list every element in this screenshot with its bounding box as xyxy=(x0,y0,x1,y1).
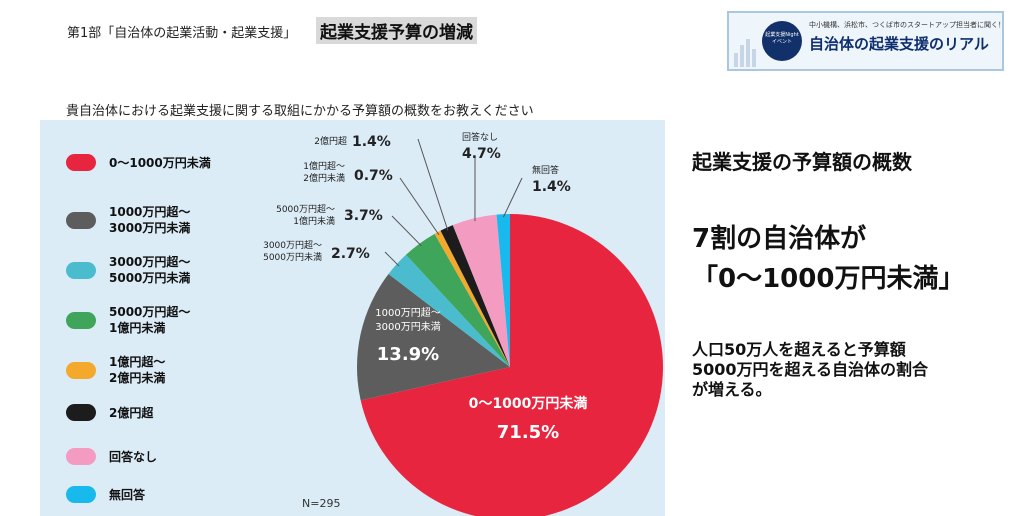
pie-slice xyxy=(452,214,510,367)
leader-line xyxy=(391,215,422,247)
chart-question: 貴自治体における起業支援に関する取組にかかる予算額の概数をお教えください xyxy=(66,104,534,119)
side-heading: 起業支援の予算額の概数 xyxy=(692,150,912,174)
banner-subtitle: 中小機構、浜松市、つくば市のスタートアップ担当者に聞く！ xyxy=(809,21,1005,29)
event-badge: 起業支援Night イベント xyxy=(762,21,802,61)
page-title: 起業支援予算の増減 xyxy=(316,17,477,44)
leader-line xyxy=(417,138,449,231)
legend-item: 2億円超 xyxy=(66,404,153,421)
legend-swatch xyxy=(66,311,96,329)
legend-label: 1億円超～ 2億円未満 xyxy=(109,355,166,385)
slice-value-label: 71.5% xyxy=(497,422,559,443)
legend-item: 無回答 xyxy=(66,486,145,503)
legend-label: 無回答 xyxy=(109,487,146,502)
leader-line xyxy=(384,251,400,267)
slice-label: 無回答 xyxy=(532,164,559,176)
slice-value-label: 0.7% xyxy=(354,168,393,184)
slice-label: 1億円超～ xyxy=(303,160,345,172)
legend-item: 5000万円超～ 1億円未満 xyxy=(66,304,190,336)
legend-swatch xyxy=(66,211,96,229)
slice-value-label: 1.4% xyxy=(532,179,571,195)
slice-label: 回答なし xyxy=(462,131,498,143)
pie-slice xyxy=(388,254,510,367)
slice-label: 2億円未満 xyxy=(303,172,345,184)
pie-slice xyxy=(360,214,663,516)
leader-line xyxy=(399,177,440,236)
header-subtitle: 第1部「自治体の起業活動・起業支援」 xyxy=(67,26,297,41)
legend-swatch xyxy=(66,448,96,465)
slice-label: 5000万円未満 xyxy=(263,251,322,263)
banner-title: 自治体の起業支援のリアル xyxy=(809,35,989,53)
pie-slice xyxy=(405,233,510,367)
legend-label: 2億円超 xyxy=(109,405,154,420)
slice-label: 2億円超 xyxy=(314,135,347,147)
legend-label: 1000万円超～ 3000万円未満 xyxy=(109,205,191,235)
legend-swatch xyxy=(66,261,96,279)
slice-label: 5000万円超～ xyxy=(276,203,335,215)
side-highlight-line-1: 7割の自治体が xyxy=(692,224,867,254)
legend-item: 1億円超～ 2億円未満 xyxy=(66,354,165,386)
legend-swatch xyxy=(66,154,96,171)
slice-value-label: 3.7% xyxy=(344,208,383,224)
legend-swatch xyxy=(66,404,96,421)
pie-slice xyxy=(496,214,510,367)
legend-swatch xyxy=(66,361,96,379)
pie-slice xyxy=(440,225,510,367)
legend-swatch xyxy=(66,486,96,503)
legend-item: 3000万円超～ 5000万円未満 xyxy=(66,254,190,286)
legend-item: 0～1000万円未満 xyxy=(66,154,211,171)
chart-panel: 0～1000万円未満 1000万円超～ 3000万円未満 3000万円超～ 5000… xyxy=(40,120,665,516)
pie-chart: 0～1000万円未満 71.5% 1000万円超～ 3000万円未満 13.9% 3000… xyxy=(263,131,663,516)
legend-label: 5000万円超～ 1億円未満 xyxy=(109,305,191,335)
bar-graph-icon xyxy=(734,39,756,67)
slice-label: 0～1000万円未満 xyxy=(469,395,588,412)
slice-value-label: 13.9% xyxy=(377,344,439,365)
legend-item: 1000万円超～ 3000万円未満 xyxy=(66,204,190,236)
slice-value-label: 1.4% xyxy=(352,134,391,150)
slice-value-label: 4.7% xyxy=(462,146,501,162)
slice-label: 1000万円超～ xyxy=(375,306,440,319)
leader-line xyxy=(502,177,523,218)
pie-slice xyxy=(434,230,510,367)
legend-label: 0～1000万円未満 xyxy=(109,155,211,170)
event-badge-text: 起業支援Night イベント xyxy=(765,32,799,45)
slice-label: 3000万円未満 xyxy=(375,321,440,333)
sample-size-label: N=295 xyxy=(302,497,341,510)
slice-value-label: 2.7% xyxy=(331,246,370,262)
side-highlight-line-2: 「0～1000万円未満」 xyxy=(692,264,965,294)
legend-label: 回答なし xyxy=(109,449,158,464)
pie-slice xyxy=(356,273,510,401)
legend-item: 回答なし xyxy=(66,448,157,465)
event-banner[interactable]: 起業支援Night イベント 中小機構、浜松市、つくば市のスタートアップ担当者に… xyxy=(727,11,1005,71)
legend-label: 3000万円超～ 5000万円未満 xyxy=(109,255,191,285)
side-note: 人口50万人を超えると予算額 5000万円を超える自治体の割合 が増える。 xyxy=(692,340,929,399)
slice-label: 1億円未満 xyxy=(293,215,335,227)
slice-label: 3000万円超～ xyxy=(263,239,322,251)
